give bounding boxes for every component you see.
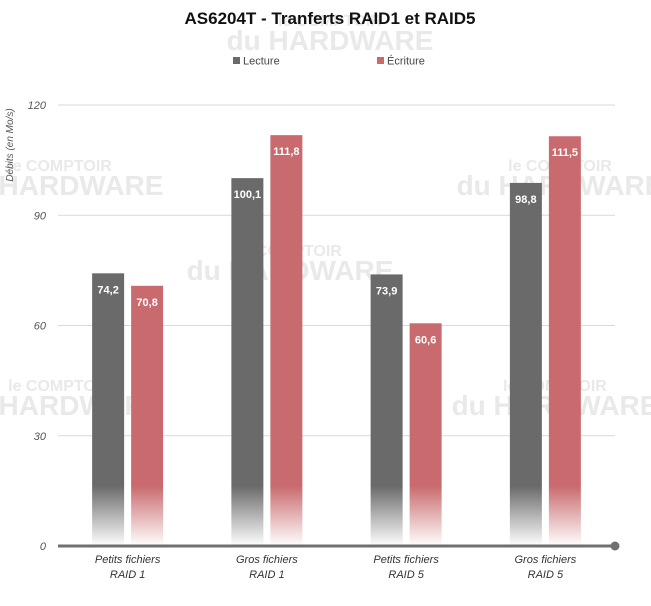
x-axis-categories: Petits fichiers RAID 1 Gros fichiers RAID 1… — [95, 554, 577, 581]
y-tick-label: 0 — [40, 541, 47, 553]
bar — [370, 274, 403, 486]
data-label: 111,5 — [552, 147, 578, 159]
y-tick-label: 60 — [34, 321, 47, 333]
bar-fade — [92, 486, 125, 546]
bar-fade — [231, 486, 264, 546]
legend: Lecture Écriture — [233, 55, 425, 68]
data-label: 111,8 — [273, 146, 299, 158]
category-label: Petits fichiers — [373, 554, 439, 566]
legend-label: Écriture — [387, 55, 425, 68]
category-label: RAID 5 — [388, 569, 424, 581]
y-tick-label: 120 — [28, 100, 47, 112]
legend-swatch — [233, 57, 240, 64]
chart-title: AS6204T - Tranferts RAID1 et RAID5 — [185, 9, 476, 28]
bar — [270, 135, 303, 486]
bar-fade — [131, 486, 164, 546]
watermark-text: le COMPTOIR — [8, 378, 112, 395]
legend-swatch — [377, 57, 384, 64]
y-axis-ticks: 0 30 60 90 120 — [28, 100, 47, 553]
category-label: RAID 1 — [110, 569, 145, 581]
data-label: 100,1 — [234, 189, 262, 201]
x-axis-end-dot — [610, 541, 620, 551]
data-label: 60,6 — [415, 334, 436, 346]
bar-fade — [409, 486, 442, 546]
bar — [92, 273, 125, 486]
data-label: 73,9 — [376, 285, 397, 297]
bar-fade — [270, 486, 303, 546]
y-axis-label: Débits (en Mo/s) — [5, 108, 16, 181]
x-axis — [58, 541, 620, 551]
category-label: Petits fichiers — [95, 554, 161, 566]
watermark-text: du HARDWARE — [227, 25, 434, 56]
y-tick-label: 30 — [34, 431, 47, 443]
bar — [548, 136, 581, 487]
legend-label: Lecture — [243, 56, 280, 68]
data-label: 98,8 — [515, 194, 536, 206]
category-label: RAID 5 — [528, 569, 564, 581]
bar — [131, 285, 164, 486]
category-label: Gros fichiers — [515, 554, 577, 566]
bar — [231, 178, 264, 486]
bar-fade — [370, 486, 403, 546]
bar-fade — [548, 486, 581, 546]
bar — [409, 323, 442, 486]
bar — [509, 182, 542, 486]
category-label: Gros fichiers — [236, 554, 298, 566]
watermark-text: le COMPTOIR — [8, 158, 112, 175]
bars: 74,2 70,8 100,1 111,8 73,9 60,6 98,8 111,5 — [92, 135, 581, 546]
watermark-text: du HARDWARE — [0, 170, 163, 201]
data-label: 74,2 — [97, 284, 118, 296]
bar-fade — [509, 486, 542, 546]
y-tick-label: 90 — [34, 210, 47, 222]
category-label: RAID 1 — [249, 569, 284, 581]
data-label: 70,8 — [136, 297, 157, 309]
watermark-text: le COMPTOIR — [278, 13, 382, 30]
